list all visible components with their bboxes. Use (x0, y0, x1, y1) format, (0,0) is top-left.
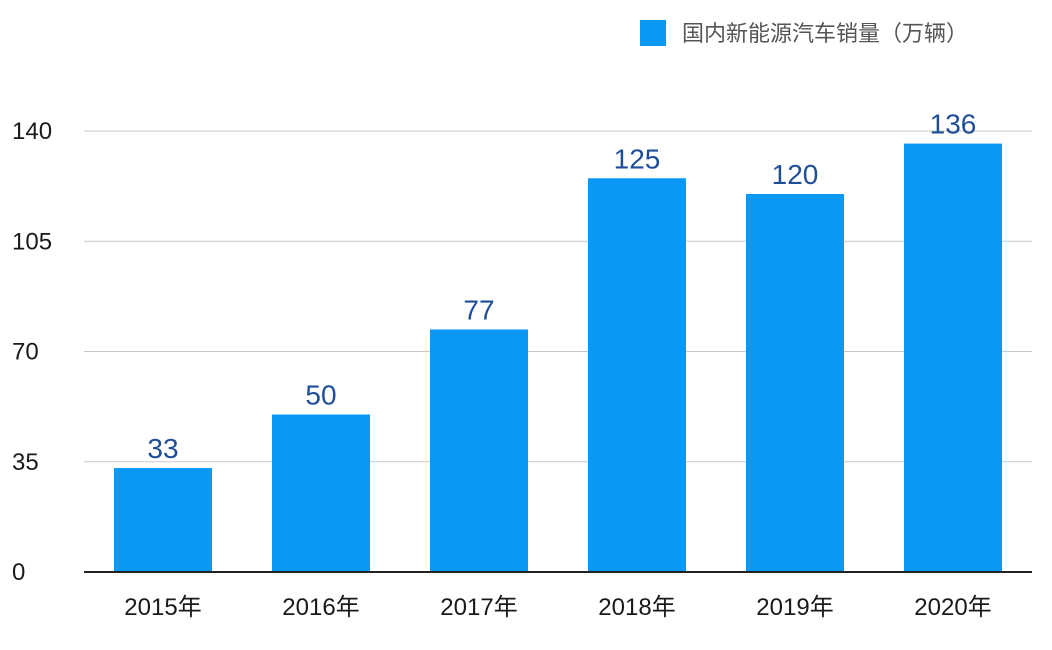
x-tick-label: 2020年 (914, 594, 991, 621)
y-axis-ticks: 0 35 70 105 140 (12, 118, 52, 586)
bar (746, 194, 844, 572)
gridlines (84, 130, 1032, 463)
y-tick-label: 0 (12, 559, 25, 586)
x-axis-labels: 2015年 2016年 2017年 2018年 2019年 2020年 (124, 594, 991, 621)
legend: 国内新能源汽车销量（万辆） (640, 20, 968, 47)
bar (114, 468, 212, 572)
x-tick-label: 2019年 (756, 594, 833, 621)
data-label: 50 (305, 380, 336, 411)
data-label: 136 (930, 109, 977, 140)
bars (114, 143, 1002, 572)
data-labels: 33 50 77 125 120 136 (147, 109, 976, 464)
legend-label: 国内新能源汽车销量（万辆） (682, 22, 968, 47)
y-tick-label: 140 (12, 118, 52, 145)
data-label: 33 (147, 433, 178, 464)
x-tick-label: 2017年 (440, 594, 517, 621)
data-label: 77 (463, 294, 494, 325)
bar (588, 178, 686, 572)
y-tick-label: 35 (12, 449, 39, 476)
legend-swatch (640, 20, 666, 46)
x-tick-label: 2015年 (124, 594, 201, 621)
x-tick-label: 2018年 (598, 594, 675, 621)
y-tick-label: 70 (12, 339, 39, 366)
bar (272, 414, 370, 572)
bar (904, 143, 1002, 572)
y-tick-label: 105 (12, 228, 52, 255)
data-label: 120 (772, 159, 819, 190)
data-label: 125 (614, 143, 661, 174)
x-tick-label: 2016年 (282, 594, 359, 621)
bar (430, 329, 528, 572)
